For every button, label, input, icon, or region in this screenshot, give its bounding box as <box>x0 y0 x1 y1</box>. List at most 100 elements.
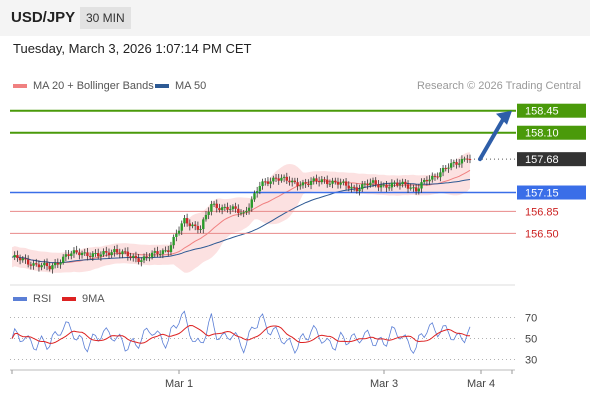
candle-body <box>140 260 143 262</box>
candle-body <box>237 208 240 214</box>
support-label: 156.50 <box>525 228 559 240</box>
candle-body <box>150 252 154 258</box>
candle-body <box>264 181 267 183</box>
rsi-tick-label: 30 <box>525 355 537 367</box>
candle-body <box>45 262 49 267</box>
rsi-line <box>11 310 471 355</box>
candle-body <box>134 255 138 259</box>
candle-body <box>75 250 78 253</box>
candle-body <box>185 218 189 224</box>
candle-body <box>91 253 95 257</box>
candle-body <box>97 253 100 257</box>
timeframe-button[interactable]: 30 MIN <box>80 7 131 29</box>
candle-body <box>26 259 30 265</box>
candle-body <box>247 207 251 211</box>
candle-body <box>431 175 434 180</box>
candle-body <box>366 183 369 186</box>
candle-body <box>21 258 24 261</box>
candle-body <box>142 256 146 261</box>
candle-body <box>444 167 447 169</box>
candle-body <box>428 179 431 182</box>
candle-body <box>414 187 418 192</box>
candle-body <box>148 257 151 259</box>
candle-body <box>107 252 111 256</box>
candle-body <box>64 254 68 257</box>
candle-body <box>344 181 348 186</box>
candle-body <box>35 263 38 265</box>
candle-body <box>274 177 278 179</box>
candle-body <box>369 182 372 186</box>
candle-body <box>417 188 421 192</box>
candle-body <box>393 182 396 184</box>
candle-body <box>196 225 200 230</box>
candle-body <box>86 252 89 257</box>
candle-body <box>199 229 202 231</box>
credit-text: Research © 2026 Trading Central <box>416 80 581 92</box>
candle-body <box>126 251 130 257</box>
candle-body <box>137 258 140 262</box>
candle-body <box>16 255 19 258</box>
candle-body <box>463 158 466 160</box>
candle-body <box>347 185 350 189</box>
candle-body <box>296 182 299 187</box>
candle-body <box>105 251 108 253</box>
candle-body <box>449 163 453 168</box>
candle-body <box>88 256 92 258</box>
candle-body <box>110 252 113 256</box>
candle-body <box>194 224 197 226</box>
candle-body <box>436 176 439 178</box>
candle-body <box>212 203 216 205</box>
candle-body <box>180 223 183 231</box>
candle-body <box>61 256 65 263</box>
candle-body <box>458 163 461 165</box>
candle-body <box>374 180 377 185</box>
legend-swatch-ma20 <box>13 84 27 88</box>
candle-body <box>255 191 259 194</box>
candle-body <box>18 257 22 261</box>
candle-body <box>172 236 175 246</box>
candle-body <box>56 262 59 265</box>
candle-body <box>102 251 105 255</box>
candle-body <box>455 162 458 165</box>
candle-body <box>118 252 121 255</box>
candle-body <box>40 265 43 268</box>
candle-body <box>218 208 221 211</box>
last-price-label: 157.68 <box>525 154 559 166</box>
candle-body <box>387 187 391 189</box>
candle-body <box>80 252 84 256</box>
x-tick-label: Mar 1 <box>165 378 193 390</box>
candle-body <box>202 219 205 230</box>
candle-body <box>288 180 291 183</box>
candle-body <box>420 182 423 189</box>
legend-rsi-label: RSI <box>33 293 52 305</box>
last-price-tag <box>517 152 586 167</box>
candle-body <box>188 223 192 227</box>
candle-body <box>398 184 402 186</box>
candle-body <box>67 254 70 256</box>
candle-body <box>447 167 450 169</box>
pivot-label: 157.15 <box>525 188 559 200</box>
legend-swatch-9ma <box>62 297 76 301</box>
candle-body <box>441 167 445 173</box>
legend-9ma-label: 9MA <box>82 293 105 305</box>
resistance-tag <box>517 103 586 118</box>
candle-body <box>129 256 132 258</box>
candle-body <box>339 182 342 185</box>
candle-body <box>277 178 280 181</box>
rsi-tick-label: 50 <box>525 334 537 346</box>
candle-body <box>396 182 399 186</box>
candle-body <box>307 183 310 185</box>
candle-body <box>412 187 415 189</box>
candle-body <box>226 206 229 210</box>
candle-body <box>59 262 62 265</box>
candle-body <box>320 179 324 183</box>
legend-ma20-label: MA 20 + Bollinger Bands <box>33 80 154 92</box>
candle-body <box>123 251 127 253</box>
candle-body <box>51 265 54 270</box>
candle-body <box>371 180 375 183</box>
candle-body <box>433 175 437 177</box>
candle-body <box>121 251 124 255</box>
candle-body <box>169 245 173 253</box>
candle-body <box>164 250 167 252</box>
